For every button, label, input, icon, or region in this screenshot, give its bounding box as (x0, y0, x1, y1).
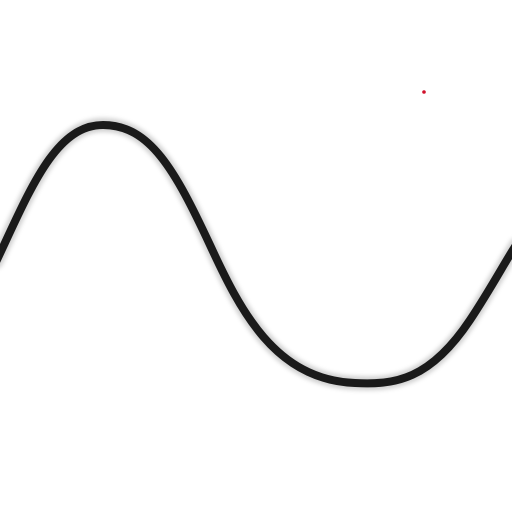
wavy-line-glow (0, 117, 512, 391)
wavy-line (0, 121, 512, 388)
red-dot (422, 90, 426, 94)
